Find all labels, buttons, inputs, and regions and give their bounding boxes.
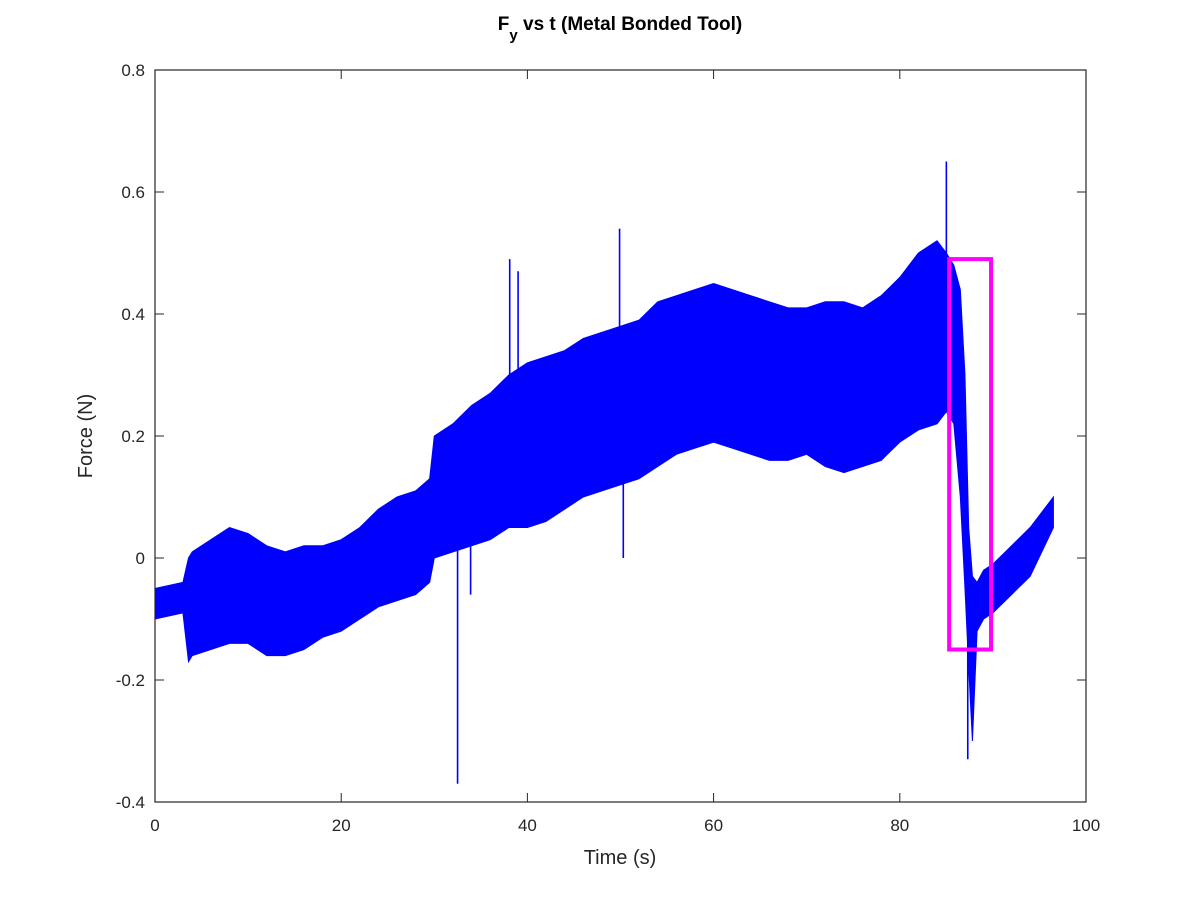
y-tick-label: -0.2 <box>116 671 145 690</box>
annotations-layer <box>947 257 994 652</box>
chart-title: Fy vs t (Metal Bonded Tool) <box>498 14 742 44</box>
x-tick-label: 40 <box>518 816 537 835</box>
y-tick-label: 0.4 <box>121 305 145 324</box>
highlight-rectangle <box>947 257 994 652</box>
x-axis-label: Time (s) <box>584 847 657 869</box>
chart-title-main: F <box>498 14 510 35</box>
x-tick-label: 0 <box>150 816 159 835</box>
y-axis: -0.4 -0.2 0 0.2 0.4 0.6 0.8 <box>116 61 1086 812</box>
plot-area <box>154 161 1054 784</box>
x-tick-label: 20 <box>332 816 351 835</box>
x-tick-label: 60 <box>704 816 723 835</box>
y-axis-label: Force (N) <box>75 394 97 478</box>
chart-title-rest: vs t (Metal Bonded Tool) <box>518 14 742 35</box>
y-tick-label: 0.2 <box>121 427 145 446</box>
x-tick-label: 100 <box>1072 816 1100 835</box>
y-tick-label: -0.4 <box>116 793 145 812</box>
series-line <box>154 251 1054 732</box>
x-axis: 0 20 40 60 80 100 <box>150 70 1100 835</box>
y-tick-label: 0 <box>136 549 145 568</box>
x-tick-label: 80 <box>890 816 909 835</box>
spikes-layer <box>456 161 969 784</box>
y-tick-label: 0.6 <box>121 183 145 202</box>
y-tick-label: 0.8 <box>121 61 145 80</box>
chart-title-subscript: y <box>509 27 518 44</box>
